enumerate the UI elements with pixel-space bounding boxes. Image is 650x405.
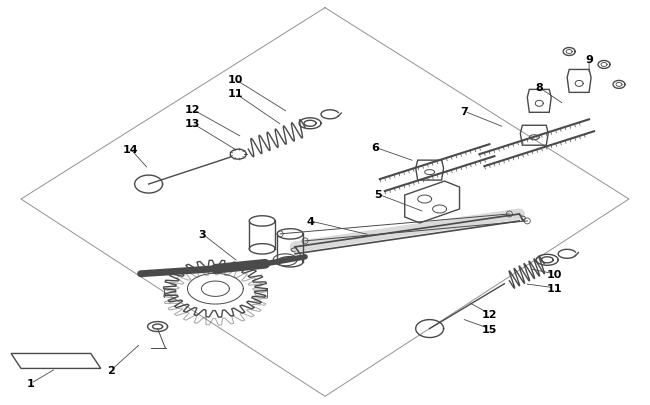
Text: 4: 4 — [306, 216, 314, 226]
Text: 11: 11 — [547, 283, 562, 293]
Text: 10: 10 — [227, 75, 243, 85]
Text: 10: 10 — [547, 269, 562, 279]
Text: 1: 1 — [27, 378, 35, 388]
Text: 13: 13 — [185, 119, 200, 129]
Text: 6: 6 — [371, 143, 379, 153]
Text: 5: 5 — [374, 190, 382, 200]
Text: 12: 12 — [185, 105, 200, 115]
Text: 3: 3 — [199, 229, 206, 239]
Text: 12: 12 — [482, 309, 497, 319]
Text: 7: 7 — [461, 107, 469, 117]
Text: 9: 9 — [585, 55, 593, 65]
Text: 2: 2 — [107, 366, 114, 375]
Text: 14: 14 — [123, 145, 138, 155]
Text: 8: 8 — [536, 83, 543, 93]
Text: 11: 11 — [227, 89, 243, 99]
Text: 15: 15 — [482, 324, 497, 334]
